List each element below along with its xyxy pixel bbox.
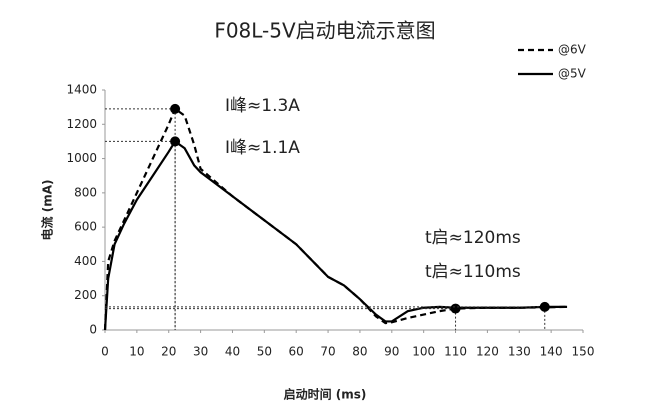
- x-tick-label: 0: [101, 345, 109, 359]
- x-tick-label: 70: [320, 345, 335, 359]
- marker: [539, 301, 550, 312]
- y-tick-label: 1200: [66, 117, 97, 131]
- x-tick-label: 20: [161, 345, 176, 359]
- x-tick-label: 10: [129, 345, 144, 359]
- x-tick-label: 100: [412, 345, 435, 359]
- x-tick-label: 110: [444, 345, 467, 359]
- annotation: I峰≈1.3A: [225, 96, 300, 116]
- x-tick-label: 120: [476, 345, 499, 359]
- marker: [450, 303, 461, 314]
- x-tick-label: 150: [572, 345, 595, 359]
- y-tick-label: 1000: [66, 151, 97, 165]
- y-tick-label: 200: [74, 288, 97, 302]
- x-tick-label: 140: [540, 345, 563, 359]
- x-axis-label: 启动时间 (ms): [284, 387, 367, 402]
- y-tick-label: 1400: [66, 83, 97, 97]
- marker: [170, 103, 181, 114]
- x-tick-label: 60: [289, 345, 304, 359]
- chart-title: F08L-5V启动电流示意图: [214, 19, 435, 43]
- legend-label: @6V: [558, 43, 587, 57]
- line-series: [103, 139, 568, 331]
- y-tick-label: 600: [74, 220, 97, 234]
- annotation: t启≈120ms: [425, 228, 521, 248]
- line-series: [103, 107, 568, 331]
- x-tick-label: 130: [508, 345, 531, 359]
- y-tick-label: 0: [89, 323, 97, 337]
- x-tick-label: 50: [257, 345, 272, 359]
- x-tick-label: 80: [352, 345, 367, 359]
- x-tick-label: 40: [225, 345, 240, 359]
- annotation: t启≈110ms: [425, 262, 521, 282]
- annotation: I峰≈1.1A: [225, 138, 300, 158]
- x-tick-label: 30: [193, 345, 208, 359]
- marker: [170, 136, 181, 147]
- x-tick-label: 90: [384, 345, 399, 359]
- y-axis-label: 电流 (mA): [40, 180, 55, 241]
- y-tick-label: 400: [74, 254, 97, 268]
- y-tick-label: 800: [74, 185, 97, 199]
- legend-label: @5V: [558, 67, 587, 81]
